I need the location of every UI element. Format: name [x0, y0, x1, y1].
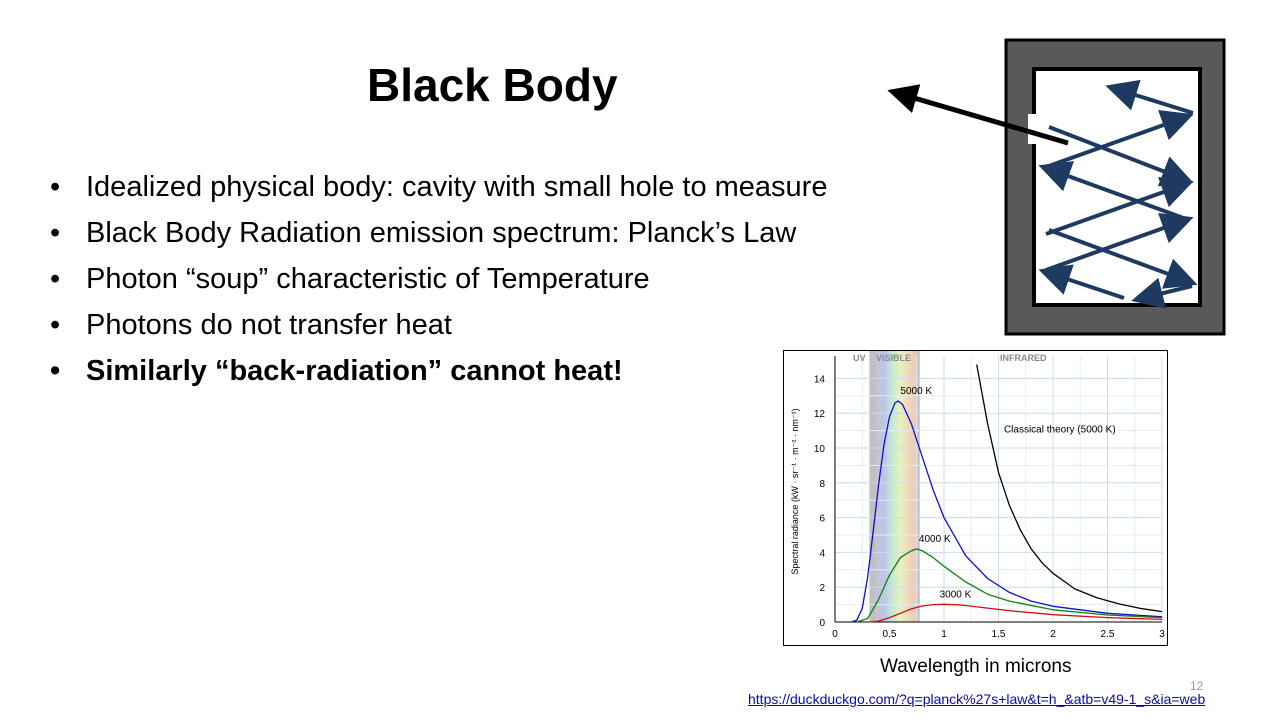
bullet-dot: • — [50, 309, 61, 341]
band-label-uv: UV — [853, 353, 866, 363]
bullet-item: • Photons do not transfer heat — [50, 302, 827, 348]
data-label: 3000 K — [940, 590, 972, 601]
black-body-cavity-diagram — [887, 38, 1226, 336]
bullet-dot: • — [50, 171, 61, 203]
planck-chart-svg: 0 0.5 1 1.5 2 2.5 3 0 2 4 6 8 10 12 14 UV VISIBLE INFRARE… — [790, 351, 1165, 640]
cavity-hole — [1028, 114, 1042, 144]
y-tick-label: 10 — [814, 444, 826, 455]
x-tick-label: 1.5 — [992, 629, 1006, 640]
data-label: 5000 K — [900, 386, 932, 397]
slide-number: 12 — [1190, 679, 1204, 693]
band-label-infrared: INFRARED — [1000, 353, 1047, 363]
bullet-list: • Idealized physical body: cavity with sm… — [50, 164, 827, 394]
y-tick-label: 12 — [814, 409, 826, 420]
x-tick-label: 1 — [941, 629, 947, 640]
x-tick-label: 2 — [1050, 629, 1056, 640]
data-label: 4000 K — [919, 534, 951, 545]
y-axis-label: Spectral radiance (kW · sr⁻¹ · m⁻² · nm⁻… — [790, 408, 800, 574]
chart-caption: Wavelength in microns — [880, 656, 1072, 677]
bullet-dot: • — [50, 263, 61, 295]
x-tick-label: 0 — [832, 629, 838, 640]
x-tick-label: 0.5 — [883, 629, 897, 640]
series-line — [856, 548, 1163, 623]
emission-arrow — [887, 84, 1069, 146]
bullet-text: Photons do not transfer heat — [86, 309, 452, 341]
bullet-item: • Photon “soup” characteristic of Tempera… — [50, 256, 827, 302]
y-tick-label: 0 — [819, 618, 825, 629]
bullet-dot: • — [50, 217, 61, 249]
bullet-text: Similarly “back-radiation” cannot heat! — [86, 355, 623, 387]
visible-band-edge — [916, 351, 920, 622]
y-tick-label: 6 — [819, 514, 825, 525]
bullet-text: Black Body Radiation emission spectrum: … — [86, 217, 797, 249]
bullet-dot: • — [50, 355, 61, 387]
bullet-text: Photon “soup” characteristic of Temperat… — [86, 263, 650, 295]
data-label: Classical theory (5000 K) — [1004, 424, 1116, 435]
planck-chart: 0 0.5 1 1.5 2 2.5 3 0 2 4 6 8 10 12 14 UV VISIBLE INFRARE… — [783, 350, 1168, 646]
band-label-visible: VISIBLE — [876, 353, 911, 363]
bullet-item: • Idealized physical body: cavity with sm… — [50, 164, 827, 210]
bullet-item: • Similarly “back-radiation” cannot heat! — [50, 348, 827, 394]
uv-band — [869, 351, 877, 622]
y-tick-label: 14 — [814, 374, 826, 385]
x-tick-label: 3 — [1159, 629, 1165, 640]
series-line — [976, 364, 1163, 613]
bullet-item: • Black Body Radiation emission spectrum:… — [50, 210, 827, 256]
y-tick-label: 2 — [819, 583, 825, 594]
slide-title: Black Body — [367, 59, 618, 111]
series-line — [867, 603, 1163, 623]
source-link[interactable]: https://duckduckgo.com/?q=planck%27s+law… — [748, 691, 1206, 707]
bullet-text: Idealized physical body: cavity with sma… — [86, 171, 828, 203]
x-tick-label: 2.5 — [1101, 629, 1115, 640]
y-tick-label: 4 — [819, 548, 825, 559]
y-tick-label: 8 — [819, 479, 825, 490]
series-line — [851, 400, 1163, 623]
